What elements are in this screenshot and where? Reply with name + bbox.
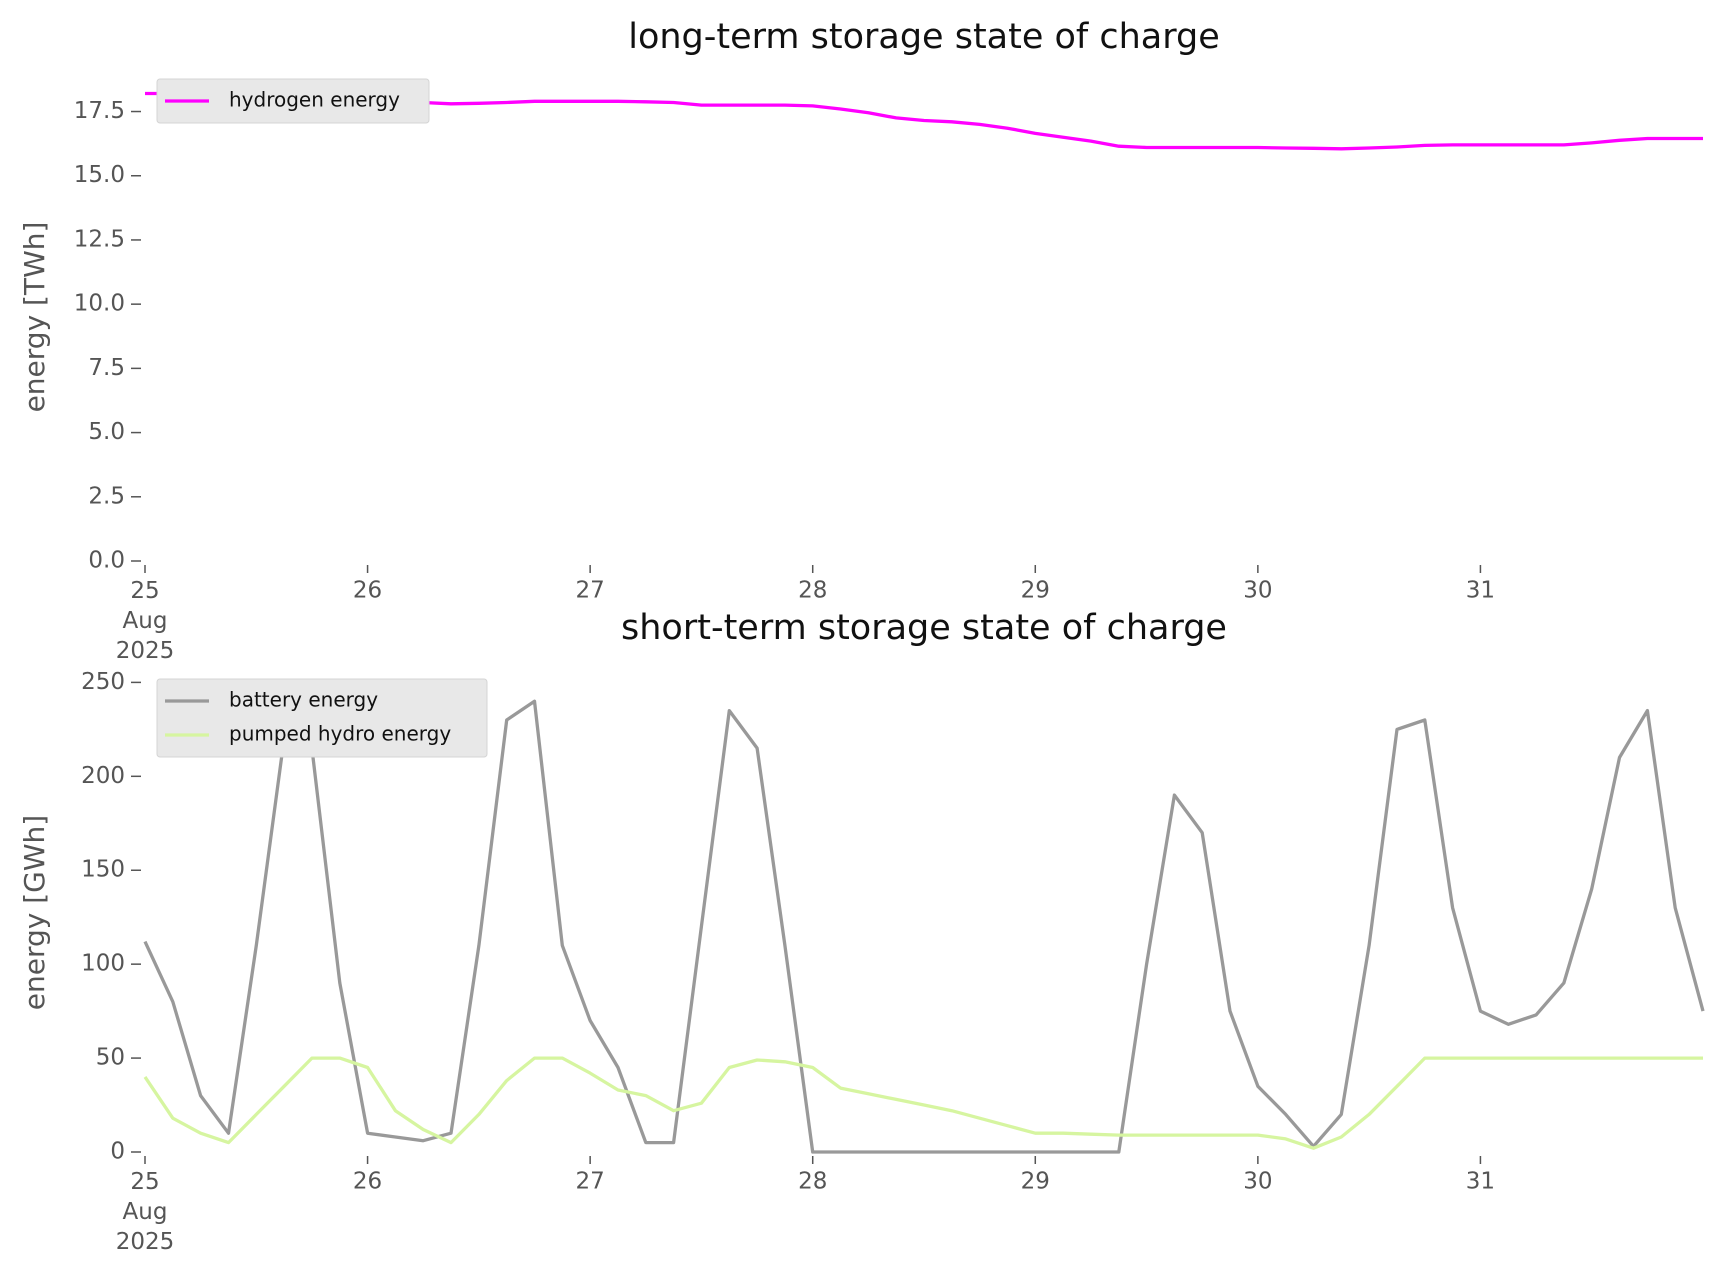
series-line — [143, 699, 1705, 1154]
x-tick-label-line: 2025 — [116, 1229, 175, 1255]
legend-label: pumped hydro energy — [229, 722, 451, 746]
x-tick-label: 31 — [1466, 578, 1495, 604]
y-tick-label: 250 — [81, 669, 125, 695]
y-axis-label: energy [TWh] — [18, 222, 51, 413]
x-tick-label: 27 — [576, 578, 605, 604]
y-tick-label: 0.0 — [88, 548, 125, 574]
x-tick-label: 25 Aug 2025 — [116, 578, 175, 664]
x-tick-label-line: 2025 — [116, 638, 175, 664]
series-line — [143, 1056, 1703, 1150]
y-tick-label: 150 — [81, 857, 125, 883]
y-tick-label: 12.5 — [74, 226, 125, 252]
y-tick-label: 7.5 — [88, 355, 125, 381]
x-tick-label: 31 — [1466, 1169, 1495, 1195]
x-tick-label: 29 — [1021, 578, 1050, 604]
x-tick-label: 25 Aug 2025 — [116, 1169, 175, 1255]
legend-label: battery energy — [229, 688, 378, 712]
x-tick-label: 26 — [353, 578, 382, 604]
x-tick-label: 26 — [353, 1169, 382, 1195]
x-tick-label: 30 — [1243, 1169, 1272, 1195]
x-tick-label-line: 25 — [130, 1169, 159, 1195]
x-tick-label-line: Aug — [123, 1199, 168, 1225]
x-tick-label-line: 25 — [130, 578, 159, 604]
y-tick-label: 50 — [96, 1045, 125, 1071]
legend-box — [156, 78, 430, 124]
y-tick-label: 15.0 — [74, 162, 125, 188]
x-tick-label: 28 — [798, 1169, 827, 1195]
x-tick-label: 28 — [798, 578, 827, 604]
y-tick-label: 200 — [81, 763, 125, 789]
legend-box — [156, 678, 488, 758]
y-tick-label: 5.0 — [88, 419, 125, 445]
y-tick-label: 0 — [110, 1139, 125, 1165]
y-tick-label: 17.5 — [74, 98, 125, 124]
chart-title: short-term storage state of charge — [621, 608, 1227, 648]
chart-title: long-term storage state of charge — [628, 17, 1220, 57]
x-tick-label-line: Aug — [123, 608, 168, 634]
y-axis-label: energy [GWh] — [18, 815, 51, 1010]
x-tick-label: 30 — [1243, 578, 1272, 604]
y-tick-label: 100 — [81, 951, 125, 977]
x-tick-label: 27 — [576, 1169, 605, 1195]
y-tick-label: 2.5 — [88, 483, 125, 509]
y-tick-label: 10.0 — [74, 291, 125, 317]
x-tick-label: 29 — [1021, 1169, 1050, 1195]
legend-label: hydrogen energy — [229, 88, 400, 112]
